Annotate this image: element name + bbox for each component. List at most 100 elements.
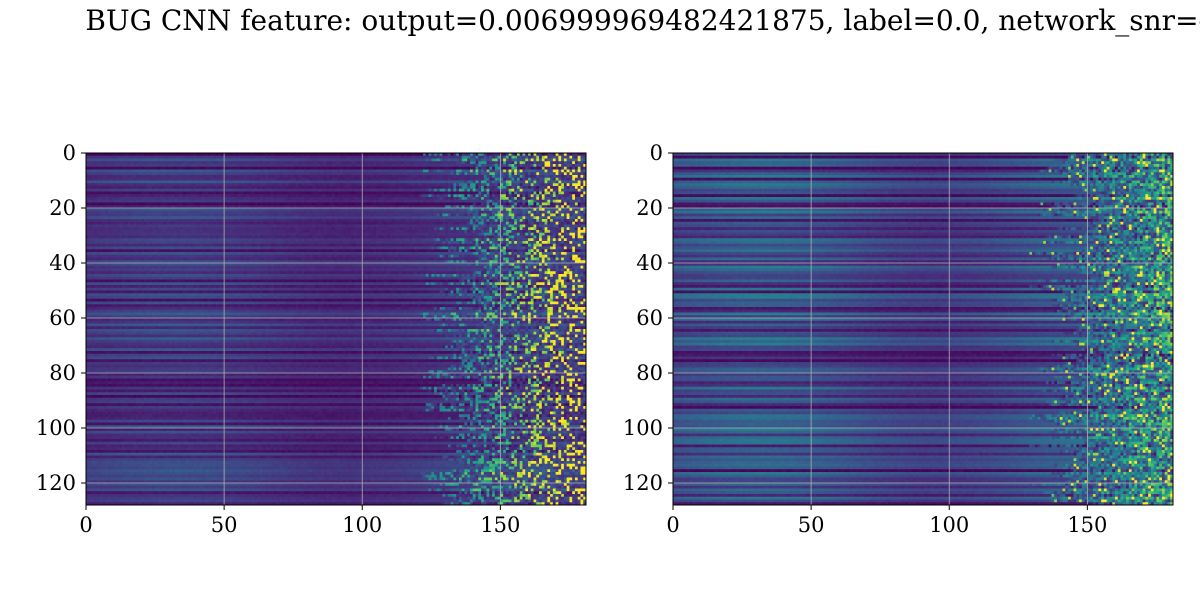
heatmap-cell — [133, 197, 136, 200]
heatmap-cell — [144, 178, 147, 181]
heatmap-cell — [147, 181, 150, 184]
heatmap-cell — [130, 189, 133, 192]
heatmap-cell — [307, 183, 310, 186]
heatmap-cell — [379, 203, 382, 206]
heatmap-cell — [412, 172, 415, 175]
heatmap-cell — [213, 159, 216, 162]
heatmap-cell — [517, 186, 520, 189]
heatmap-cell — [365, 183, 368, 186]
heatmap-cell — [133, 203, 136, 206]
heatmap-cell — [252, 183, 255, 186]
heatmap-cell — [202, 183, 205, 186]
heatmap-cell — [89, 211, 92, 214]
heatmap-cell — [271, 186, 274, 189]
heatmap-cell — [473, 159, 476, 162]
heatmap-cell — [136, 208, 139, 211]
heatmap-cell — [492, 200, 495, 203]
heatmap-cell — [89, 167, 92, 170]
heatmap-cell — [150, 167, 153, 170]
heatmap-cell — [274, 203, 277, 206]
heatmap-cell — [451, 159, 454, 162]
heatmap-cell — [172, 159, 175, 162]
heatmap-cell — [332, 170, 335, 173]
heatmap-cell — [514, 167, 517, 170]
heatmap-cell — [304, 183, 307, 186]
heatmap-cell — [235, 211, 238, 214]
heatmap-cell — [163, 227, 166, 230]
heatmap-cell — [321, 164, 324, 167]
heatmap-cell — [172, 164, 175, 167]
heatmap-cell — [202, 222, 205, 225]
heatmap-cell — [329, 211, 332, 214]
heatmap-cell — [511, 156, 514, 159]
heatmap-cell — [578, 167, 581, 170]
heatmap-cell — [313, 219, 316, 222]
heatmap-cell — [125, 225, 128, 228]
heatmap-cell — [122, 194, 125, 197]
heatmap-cell — [561, 214, 564, 217]
heatmap-cell — [553, 211, 556, 214]
heatmap-cell — [89, 159, 92, 162]
heatmap-cell — [489, 178, 492, 181]
heatmap-cell — [103, 203, 106, 206]
heatmap-cell — [103, 161, 106, 164]
heatmap-cell — [406, 175, 409, 178]
heatmap-cell — [199, 181, 202, 184]
heatmap-cell — [210, 225, 213, 228]
heatmap-cell — [357, 159, 360, 162]
heatmap-cell — [395, 197, 398, 200]
heatmap-cell — [426, 216, 429, 219]
heatmap-cell — [263, 164, 266, 167]
heatmap-cell — [166, 164, 169, 167]
heatmap-cell — [514, 186, 517, 189]
heatmap-cell — [150, 164, 153, 167]
heatmap-cell — [274, 156, 277, 159]
heatmap-cell — [346, 219, 349, 222]
heatmap-cell — [304, 167, 307, 170]
heatmap-cell — [202, 216, 205, 219]
heatmap-cell — [205, 200, 208, 203]
heatmap-cell — [230, 156, 233, 159]
heatmap-cell — [340, 214, 343, 217]
heatmap-cell — [473, 211, 476, 214]
heatmap-cell — [423, 216, 426, 219]
heatmap-cell — [387, 161, 390, 164]
heatmap-cell — [481, 225, 484, 228]
heatmap-cell — [304, 172, 307, 175]
heatmap-cell — [257, 192, 260, 195]
heatmap-cell — [362, 178, 365, 181]
heatmap-cell — [92, 203, 95, 206]
heatmap-cell — [580, 219, 583, 222]
heatmap-cell — [528, 197, 531, 200]
heatmap-cell — [390, 170, 393, 173]
heatmap-cell — [442, 216, 445, 219]
heatmap-cells — [86, 153, 586, 505]
heatmap-cell — [324, 186, 327, 189]
heatmap-cell — [567, 192, 570, 195]
heatmap-cell — [426, 189, 429, 192]
heatmap-cell — [362, 225, 365, 228]
heatmap-cell — [354, 156, 357, 159]
heatmap-cell — [97, 183, 100, 186]
heatmap-cell — [89, 175, 92, 178]
heatmap-cell — [282, 211, 285, 214]
heatmap-cell — [506, 192, 509, 195]
heatmap-cell — [158, 200, 161, 203]
heatmap-cell — [144, 222, 147, 225]
heatmap-cell — [227, 225, 230, 228]
heatmap-cell — [335, 181, 338, 184]
heatmap-cell — [484, 175, 487, 178]
heatmap-cell — [301, 225, 304, 228]
heatmap-cell — [406, 225, 409, 228]
heatmap-cell — [348, 225, 351, 228]
heatmap-cell — [208, 156, 211, 159]
heatmap-cell — [409, 178, 412, 181]
heatmap-cell — [230, 167, 233, 170]
heatmap-cell — [368, 183, 371, 186]
heatmap-cell — [423, 189, 426, 192]
heatmap-cell — [569, 222, 572, 225]
heatmap-cell — [528, 164, 531, 167]
heatmap-cell — [473, 222, 476, 225]
heatmap-cell — [522, 172, 525, 175]
heatmap-cell — [199, 189, 202, 192]
